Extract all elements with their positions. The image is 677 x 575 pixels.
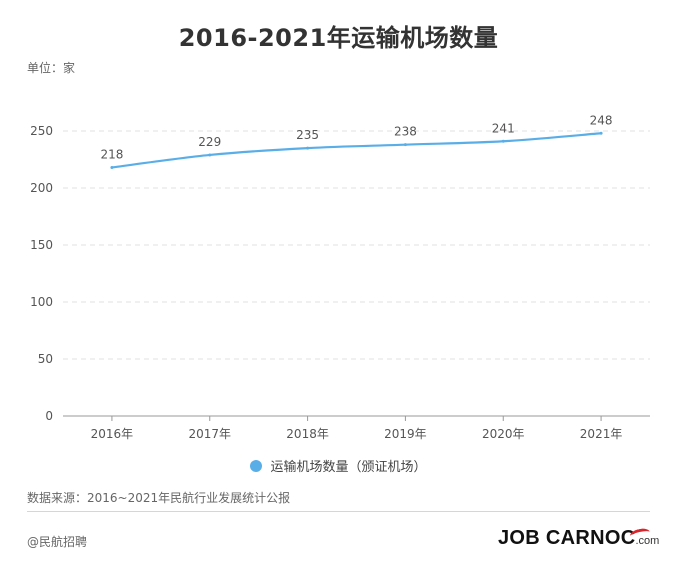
x-tick-label: 2019年: [384, 427, 427, 441]
y-tick-label: 150: [30, 238, 53, 252]
data-point: [403, 143, 407, 147]
data-label: 229: [198, 135, 221, 149]
data-label: 241: [492, 121, 515, 135]
data-label: 218: [100, 147, 123, 161]
x-tick-label: 2017年: [188, 427, 231, 441]
data-point: [501, 139, 505, 143]
y-tick-label: 0: [45, 409, 53, 423]
y-tick-label: 200: [30, 181, 53, 195]
unit-label: 单位：家: [27, 61, 76, 75]
data-source: 数据来源：2016~2021年民航行业发展统计公报: [27, 491, 291, 505]
legend[interactable]: 运输机场数量（颁证机场）: [0, 456, 677, 475]
legend-marker: [250, 460, 263, 472]
data-label: 248: [590, 113, 613, 127]
series-line: [111, 132, 602, 169]
y-tick-label: 250: [30, 124, 53, 138]
footer-credit: @民航招聘: [27, 535, 88, 549]
chart-title: 2016-2021年运输机场数量: [178, 24, 499, 52]
x-tick-label: 2020年: [482, 427, 525, 441]
data-point: [306, 146, 310, 150]
y-tick-label: 100: [30, 295, 53, 309]
data-point: [208, 153, 212, 157]
data-point: [599, 131, 603, 135]
logo-brand: CARNOC: [545, 527, 636, 549]
x-tick-label: 2016年: [91, 427, 134, 441]
divider: [27, 511, 650, 512]
data-label: 238: [394, 125, 417, 139]
data-point: [110, 165, 114, 169]
logo-job: JOB: [498, 527, 541, 549]
x-tick-label: 2018年: [286, 427, 329, 441]
x-tick-label: 2021年: [580, 427, 623, 441]
legend-label: 运输机场数量（颁证机场）: [270, 460, 427, 475]
y-tick-label: 50: [38, 352, 53, 366]
logo-suffix: .com: [635, 535, 660, 547]
carnoc-logo: JOB CARNOC.com: [498, 527, 659, 550]
data-label: 235: [296, 128, 319, 142]
